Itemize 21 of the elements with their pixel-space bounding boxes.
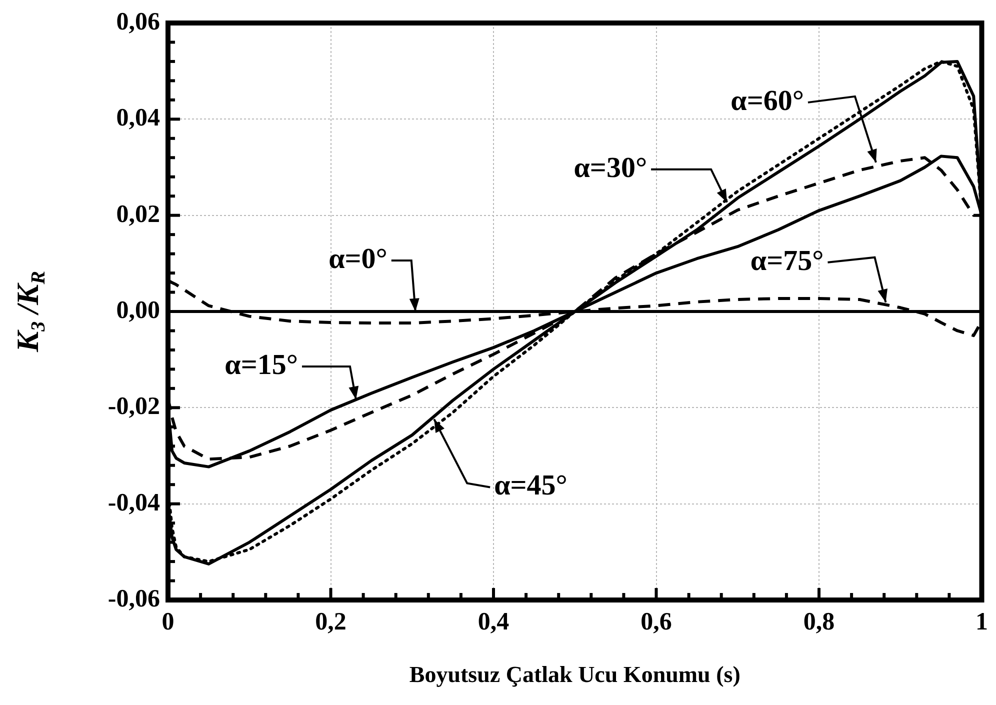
x-tick-label: 0,2	[315, 608, 346, 636]
y-tick-label: 0,00	[116, 296, 160, 324]
annotation: α=75°	[750, 244, 824, 277]
y-tick-label: 0,04	[116, 104, 160, 132]
x-tick-label: 0,8	[803, 608, 835, 636]
y-tick-label: -0,06	[108, 585, 160, 612]
y-tick-label: 0,06	[116, 8, 160, 36]
x-tick-label: 0,6	[640, 608, 672, 636]
y-tick-label: 0,02	[116, 200, 160, 228]
y-tick-label: -0,02	[108, 393, 160, 420]
annotation: α=15°	[224, 348, 298, 381]
annotation: α=60°	[730, 84, 804, 117]
annotation: α=30°	[574, 152, 648, 184]
x-tick-label: 0	[162, 608, 174, 636]
x-axis-title: Boyutsuz Çatlak Ucu Konumu (s)	[409, 662, 740, 687]
annotation: α=0°	[328, 242, 388, 275]
x-tick-label: 0,4	[478, 608, 510, 636]
y-axis-title: K3 /KR	[10, 270, 50, 354]
y-tick-label: -0,04	[108, 489, 160, 516]
x-tick-label: 1	[976, 608, 988, 636]
annotation: α=45°	[494, 470, 568, 502]
